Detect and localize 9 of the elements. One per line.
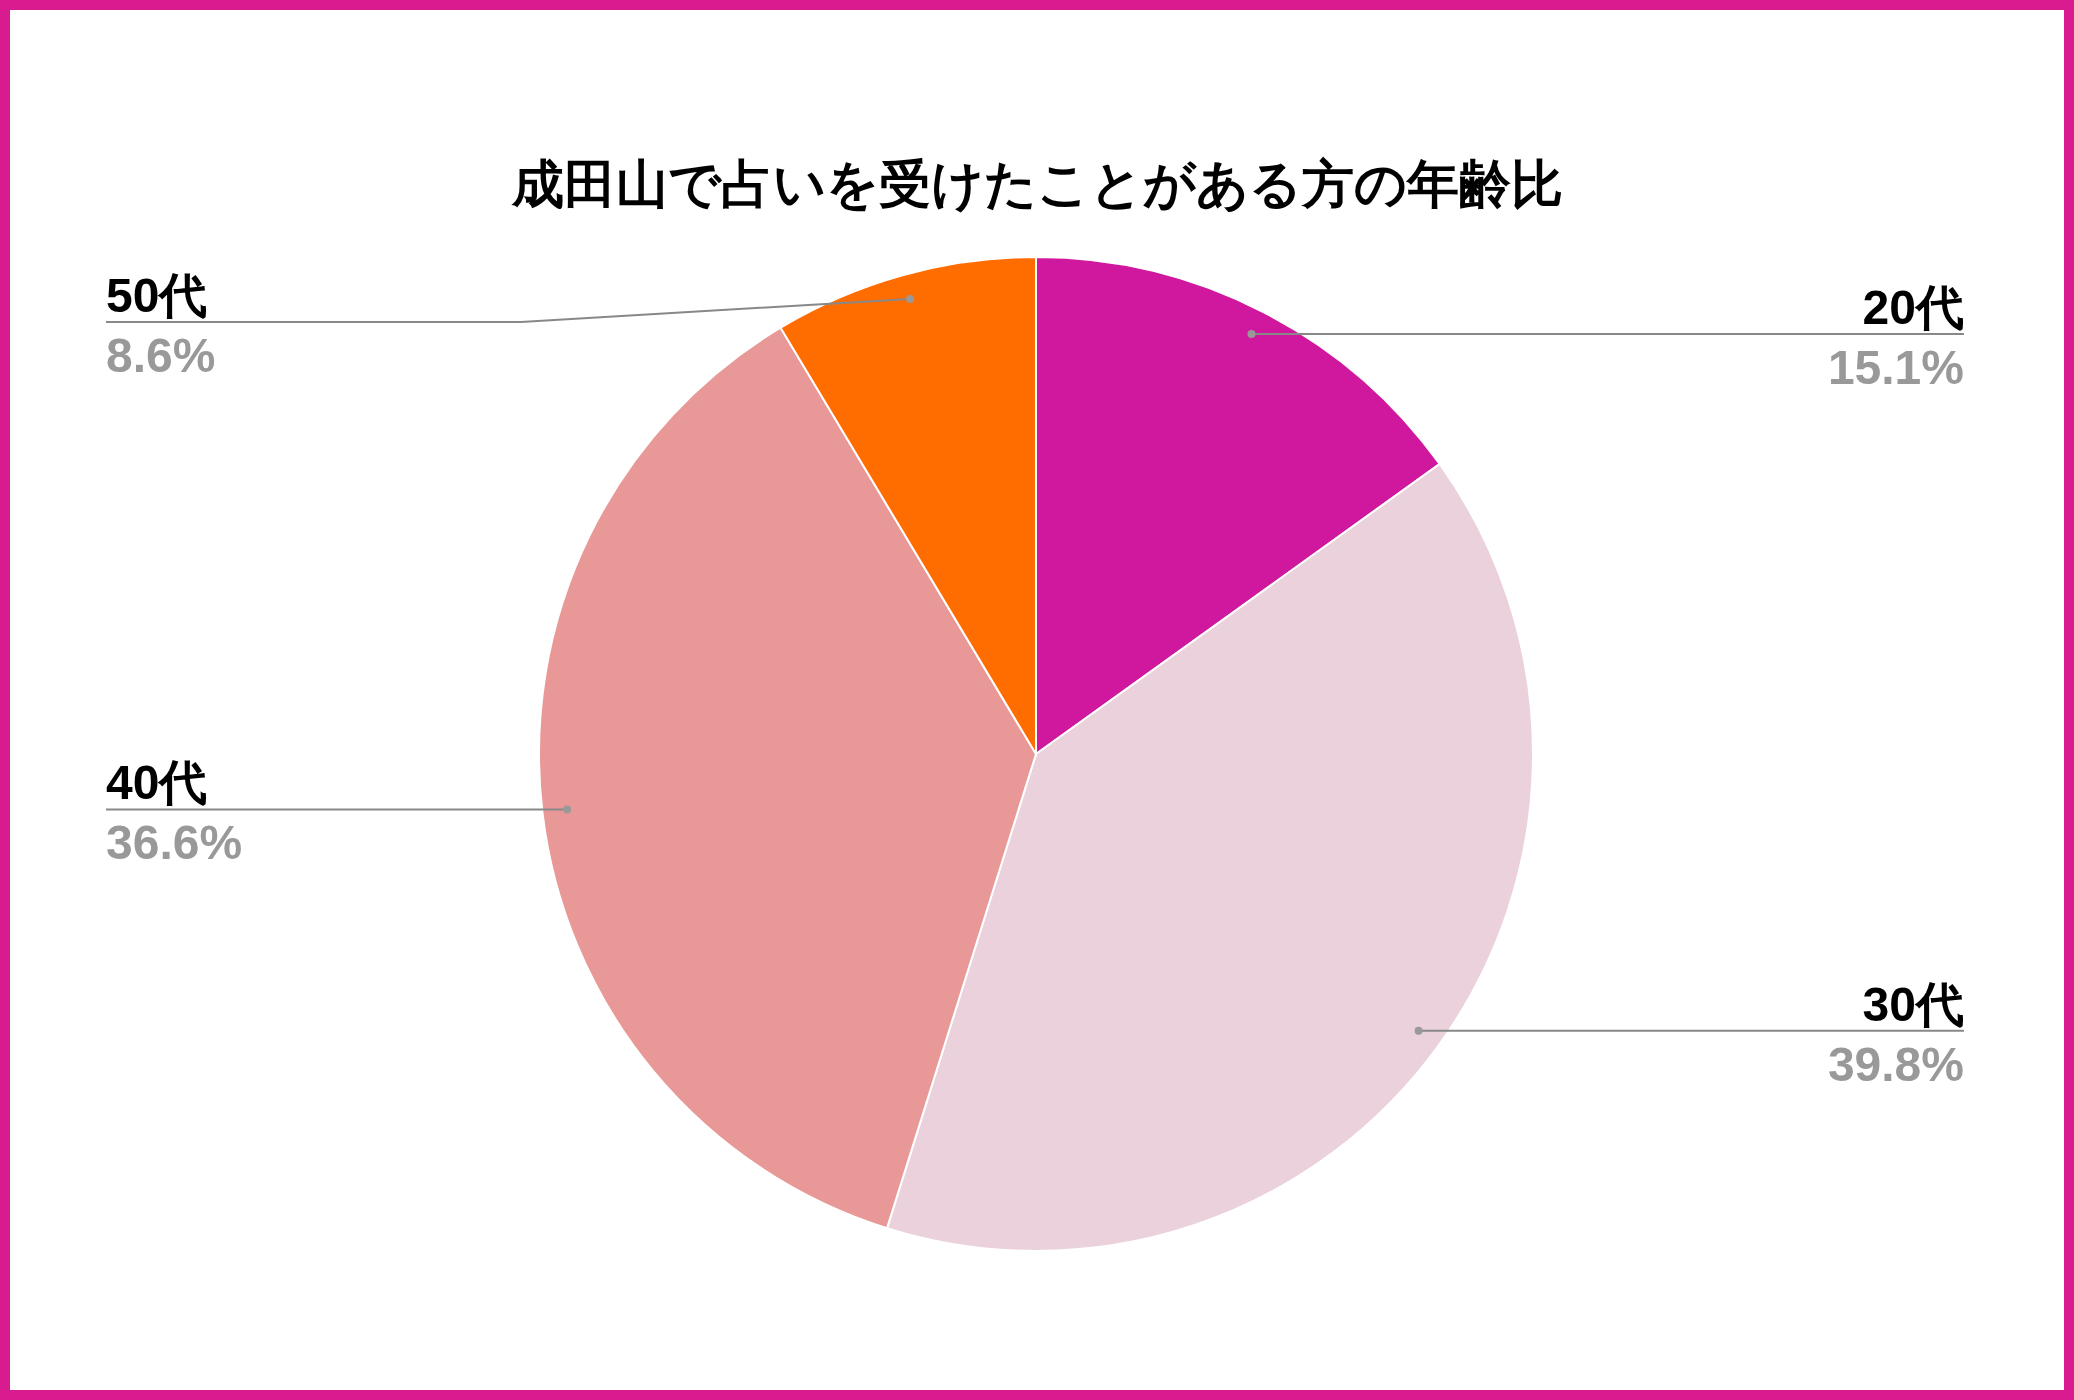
slice-label: 30代 — [1862, 977, 1964, 1031]
slice-label: 20代 — [1862, 280, 1964, 334]
data-label: 8.6% — [106, 328, 216, 382]
chart-title: 成田山で占いを受けたことがある方の年齢比 — [510, 155, 1563, 213]
data-label: 36.6% — [106, 816, 243, 870]
data-label: 39.8% — [1827, 1037, 1964, 1091]
slice-label: 40代 — [106, 756, 208, 810]
data-label: 15.1% — [1827, 340, 1964, 394]
slice-label: 50代 — [106, 268, 208, 322]
